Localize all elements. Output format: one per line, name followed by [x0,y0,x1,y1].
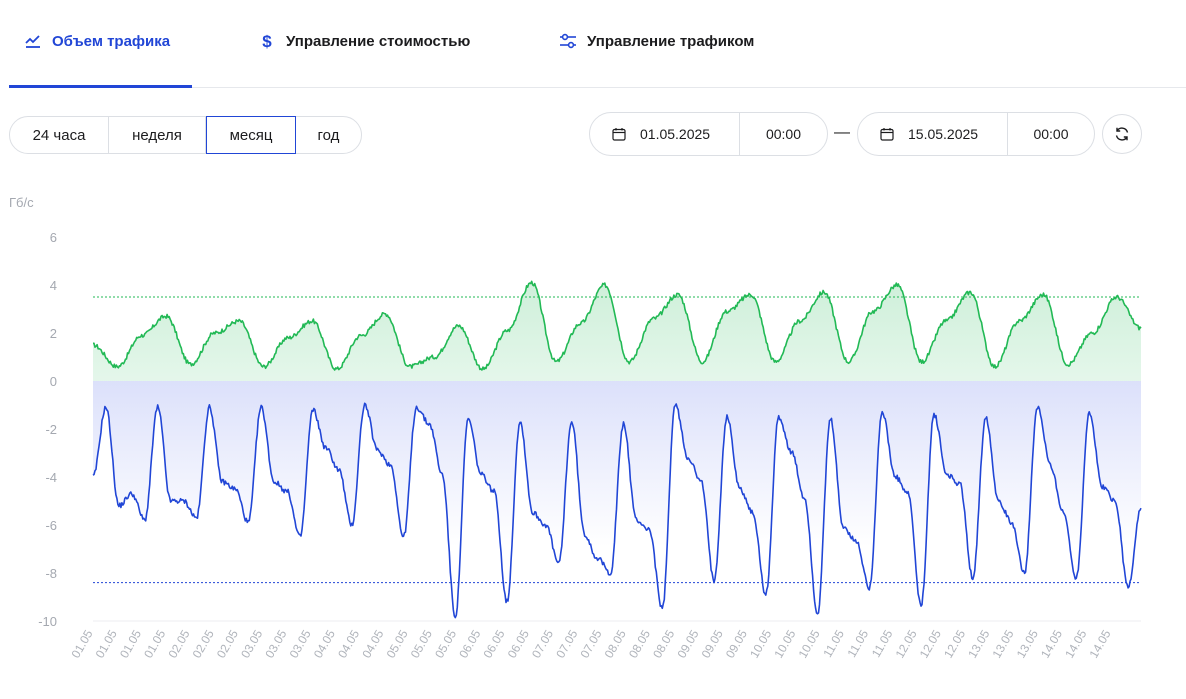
x-tick-label: 08.05 [626,627,653,660]
x-tick-label: 12.05 [917,627,944,660]
y-axis-unit-label: Гб/с [9,195,34,210]
start-date-field[interactable]: 01.05.2025 [590,113,740,155]
x-tick-label: 04.05 [359,627,386,660]
period-24h-button[interactable]: 24 часа [10,117,109,153]
x-tick-label: 02.05 [165,627,192,660]
x-tick-label: 14.05 [1086,627,1113,660]
y-tick-label: -6 [45,518,57,533]
range-start: 01.05.2025 00:00 [589,112,828,156]
outbound-series-line [92,402,1142,619]
x-tick-label: 11.05 [869,627,896,660]
period-year-button[interactable]: год [317,126,340,144]
x-tick-label: 01.05 [141,627,168,660]
x-tick-label: 04.05 [311,627,338,660]
x-tick-label: 01.05 [68,627,95,660]
y-tick-label: -8 [45,566,57,581]
x-tick-label: 04.05 [335,627,362,660]
x-tick-label: 07.05 [529,627,556,660]
x-tick-label: 12.05 [893,627,920,660]
x-tick-label: 13.05 [965,627,992,660]
period-week-button[interactable]: неделя [109,117,206,153]
y-tick-label: 4 [50,278,57,293]
sliders-icon [559,32,577,50]
y-tick-label: -2 [45,422,57,437]
calendar-icon [880,128,894,141]
range-separator: — [834,124,850,141]
tab-label: Управление трафиком [587,32,755,50]
tab-label: Управление стоимостью [286,32,471,50]
x-tick-label: 02.05 [214,627,241,660]
x-tick-label: 03.05 [287,627,314,660]
tab-cost-management[interactable]: $ Управление стоимостью [258,0,470,85]
period-selector: 24 часа неделя месяц год [9,116,362,154]
period-month-button[interactable]: месяц [206,116,296,154]
active-tab-indicator [9,85,192,88]
x-tick-label: 06.05 [480,627,507,660]
x-tick-label: 05.05 [432,627,459,660]
refresh-button[interactable] [1102,114,1142,154]
x-tick-label: 08.05 [650,627,677,660]
tab-label: Объем трафика [52,32,171,50]
x-tick-label: 10.05 [796,627,823,660]
x-tick-label: 06.05 [505,627,532,660]
tab-traffic-management[interactable]: Управление трафиком [559,0,754,85]
x-tick-label: 02.05 [190,627,217,660]
x-tick-label: 01.05 [117,627,144,660]
y-tick-label: -4 [45,470,57,485]
inbound-series-line [93,280,1142,371]
x-tick-label: 10.05 [747,627,774,660]
y-tick-label: 0 [50,374,57,389]
trending-line-icon [24,32,42,50]
tab-traffic-volume[interactable]: Объем трафика [24,0,194,85]
x-tick-label: 09.05 [699,627,726,660]
outbound-area [93,381,1141,618]
inbound-area [93,281,1141,381]
x-tick-label: 14.05 [1062,627,1089,660]
x-tick-label: 03.05 [238,627,265,660]
tab-bar: Объем трафика $ Управление стоимостью Уп… [9,0,1186,88]
y-tick-label: -10 [38,614,57,629]
svg-text:$: $ [262,32,272,50]
x-tick-label: 11.05 [845,627,872,660]
start-date-value: 01.05.2025 [640,126,711,142]
x-tick-label: 13.05 [1014,627,1041,660]
y-tick-label: 2 [50,326,57,341]
x-tick-label: 05.05 [408,627,435,660]
x-tick-label: 05.05 [384,627,411,660]
x-tick-label: 09.05 [674,627,701,660]
y-tick-label: 6 [50,230,57,245]
x-tick-label: 14.05 [1038,627,1065,660]
calendar-icon [612,128,626,141]
x-tick-label: 11.05 [820,627,847,660]
x-tick-label: 12.05 [941,627,968,660]
x-tick-label: 07.05 [577,627,604,660]
range-end: 15.05.2025 00:00 [857,112,1095,156]
x-tick-label: 06.05 [456,627,483,660]
x-tick-label: 09.05 [723,627,750,660]
refresh-icon [1115,127,1129,141]
x-tick-label: 03.05 [262,627,289,660]
dollar-icon: $ [258,32,276,50]
x-tick-label: 08.05 [602,627,629,660]
x-tick-label: 07.05 [553,627,580,660]
x-tick-label: 13.05 [989,627,1016,660]
x-tick-label: 10.05 [771,627,798,660]
start-time-field[interactable]: 00:00 [765,126,802,142]
end-date-value: 15.05.2025 [908,126,979,142]
x-tick-label: 01.05 [93,627,120,660]
end-time-field[interactable]: 00:00 [1033,126,1069,142]
end-date-field[interactable]: 15.05.2025 [858,113,1008,155]
